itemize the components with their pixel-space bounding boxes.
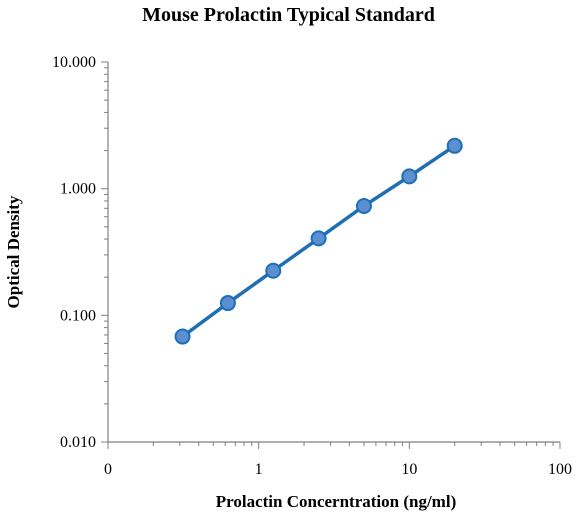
x-tick-label: 100 — [548, 461, 572, 478]
series — [174, 137, 463, 345]
data-point — [310, 230, 327, 247]
y-tick-label: 10.000 — [52, 54, 96, 71]
y-tick-label: 1.000 — [60, 181, 96, 198]
data-point — [446, 137, 463, 154]
data-point — [219, 295, 236, 312]
x-tick-label: 10 — [401, 461, 417, 478]
data-point — [355, 197, 372, 214]
y-axis-label: Optical Density — [4, 195, 23, 309]
ticks — [101, 61, 561, 449]
tick-labels: 0.010 0.100 1.000 10.000 0 1 10 100 — [52, 54, 572, 478]
y-tick-label: 0.100 — [60, 307, 96, 324]
x-tick-label: 0 — [104, 461, 112, 478]
x-axis-label: Prolactin Concerntration (ng/ml) — [215, 492, 457, 511]
axes — [107, 62, 560, 443]
y-tick-label: 0.010 — [60, 434, 96, 451]
chart-title: Mouse Prolactin Typical Standard — [142, 4, 435, 26]
data-point — [265, 262, 282, 279]
data-point — [174, 328, 191, 345]
x-tick-label: 1 — [255, 461, 263, 478]
data-point — [401, 168, 418, 185]
